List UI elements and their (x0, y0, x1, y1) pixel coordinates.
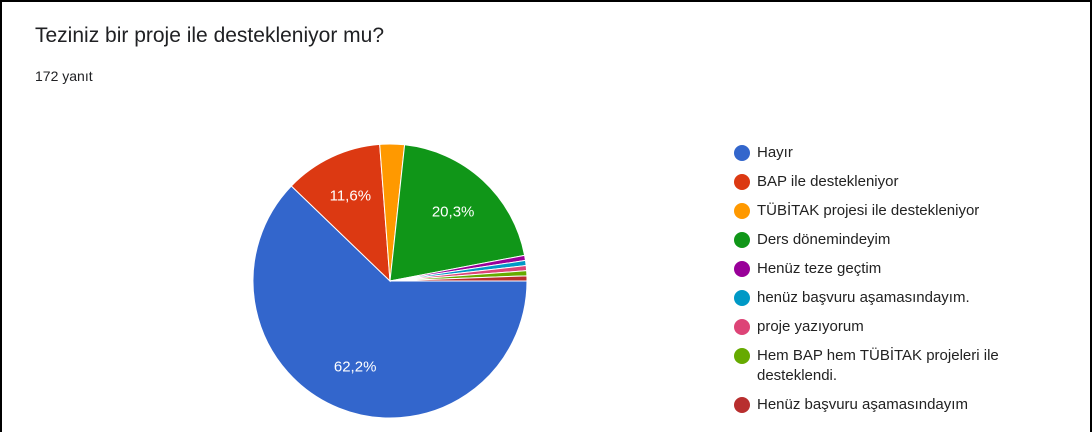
legend-swatch (734, 290, 750, 306)
legend-label: Hayır (757, 144, 793, 161)
legend-item: Henüz başvuru aşamasındayım (734, 395, 1064, 415)
pie-slice (389, 275, 528, 282)
legend-item: TÜBİTAK projesi ile destekleniyor (734, 201, 1064, 221)
legend-label: proje yazıyorum (757, 318, 864, 335)
legend-item: Hem BAP hem TÜBİTAK projeleri ile destek… (734, 346, 1064, 386)
legend-label: henüz başvuru aşamasındayım. (757, 289, 970, 306)
legend-label: TÜBİTAK projesi ile destekleniyor (757, 202, 980, 219)
legend-swatch (734, 174, 750, 190)
chart-title: Teziniz bir proje ile destekleniyor mu? (35, 24, 384, 47)
legend-swatch (734, 348, 750, 364)
legend-label: Hem BAP hem TÜBİTAK projeleri ile destek… (757, 347, 999, 384)
pie-slice (290, 143, 391, 283)
legend-label: Henüz teze geçtim (757, 260, 882, 277)
legend-swatch (734, 232, 750, 248)
legend-label: Henüz başvuru aşamasındayım (757, 396, 968, 413)
slice-label: 20,3% (432, 203, 475, 220)
legend-item: proje yazıyorum (734, 317, 1064, 337)
response-count: 172 yanıt (35, 68, 93, 84)
legend-swatch (734, 203, 750, 219)
slice-label: 62,2% (334, 358, 377, 375)
legend-item: BAP ile destekleniyor (734, 172, 1064, 192)
legend-label: BAP ile destekleniyor (757, 173, 899, 190)
legend-item: henüz başvuru aşamasındayım. (734, 288, 1064, 308)
legend-item: Hayır (734, 143, 1064, 163)
legend-item: Henüz teze geçtim (734, 259, 1064, 279)
legend-swatch (734, 261, 750, 277)
legend-swatch (734, 145, 750, 161)
legend-label: Ders dönemindeyim (757, 231, 891, 248)
legend: Hayır BAP ile destekleniyor TÜBİTAK projes… (734, 143, 1064, 424)
legend-swatch (734, 319, 750, 335)
pie-slice (389, 144, 526, 282)
legend-swatch (734, 397, 750, 413)
pie-slice (252, 185, 528, 419)
legend-item: Ders dönemindeyim (734, 230, 1064, 250)
slice-label: 11,6% (330, 188, 371, 205)
